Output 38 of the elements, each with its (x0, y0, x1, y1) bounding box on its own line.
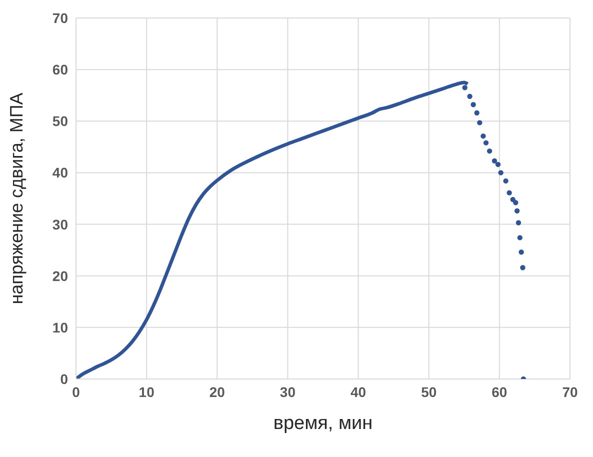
x-tick-label: 70 (562, 384, 578, 400)
point (462, 85, 468, 90)
point (470, 102, 476, 108)
y-tick-label: 10 (52, 319, 68, 336)
y-tick-label: 20 (52, 268, 68, 284)
line-series (76, 80, 470, 379)
point (506, 190, 512, 196)
x-tick-label: 20 (209, 384, 226, 400)
x-tick-label: 50 (421, 384, 437, 400)
point (477, 120, 482, 126)
point (516, 220, 522, 226)
point (467, 94, 472, 99)
point (498, 170, 504, 176)
x-tick-label: 0 (72, 384, 80, 400)
y-tick-label: 40 (52, 164, 68, 181)
point (517, 235, 522, 240)
x-tick-label: 60 (492, 384, 508, 400)
point (492, 158, 498, 164)
point (520, 265, 526, 270)
point (495, 162, 501, 168)
point (474, 110, 480, 116)
point (514, 208, 520, 214)
point (503, 178, 508, 184)
point (483, 140, 489, 146)
point (486, 148, 492, 154)
y-tick-label: 60 (52, 62, 68, 78)
y-tick-label: 0 (60, 370, 68, 387)
point (513, 200, 518, 206)
x-tick-label: 40 (350, 384, 366, 400)
y-axis-title: напряжение сдвига, МПА (6, 92, 26, 304)
point (518, 250, 524, 255)
y-tick-label: 30 (52, 216, 68, 232)
x-axis-title: время, мин (273, 413, 373, 434)
y-tick-label: 50 (52, 113, 68, 130)
y-tick-label: 70 (52, 10, 68, 26)
point (480, 134, 486, 139)
x-tick-label: 10 (138, 384, 155, 400)
x-tick-label: 30 (280, 384, 296, 400)
